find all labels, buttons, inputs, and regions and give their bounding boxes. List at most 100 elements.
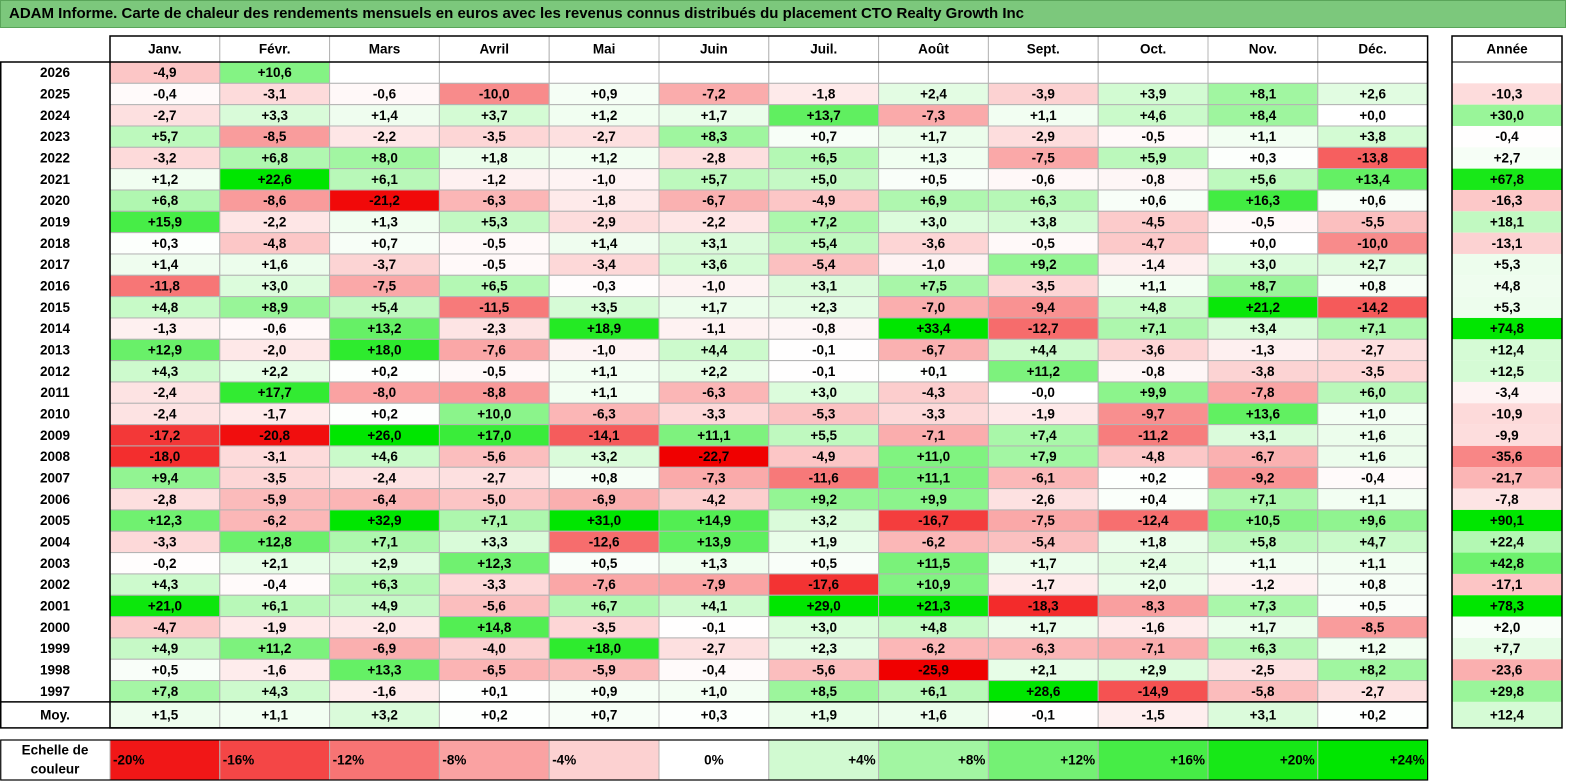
cell-value: +8,0: [371, 151, 398, 166]
cell-value: +9,4: [152, 470, 179, 485]
row-year-label: 2026: [40, 65, 71, 80]
cell-value: -6,1: [1032, 470, 1056, 485]
cell-value: +5,6: [1250, 172, 1277, 187]
cell-value: -3,7: [373, 257, 396, 272]
cell-value: -0,8: [1141, 364, 1165, 379]
cell-value: -8,6: [263, 193, 287, 208]
annual-cell: [1452, 573, 1562, 596]
cell-value: -2,4: [153, 407, 177, 422]
annual-value: +4,8: [1494, 279, 1521, 294]
cell-value: -3,1: [263, 87, 287, 102]
month-header-label: Juin: [700, 42, 728, 57]
annual-cell: [1452, 445, 1562, 468]
cell-value: +7,3: [1250, 598, 1277, 613]
cell-value: +7,1: [481, 513, 508, 528]
cell-value: +9,9: [920, 492, 947, 507]
cell-value: +3,1: [1250, 428, 1277, 443]
average-value: +0,7: [591, 707, 618, 722]
cell-value: -2,7: [1361, 684, 1384, 699]
month-header-label: Août: [918, 42, 949, 57]
cell-value: +11,0: [917, 449, 950, 464]
row-year-label: 2006: [40, 492, 71, 507]
average-cell: [878, 701, 989, 729]
cell-value: -8,5: [1361, 620, 1385, 635]
cell-value: -14,2: [1357, 300, 1388, 315]
cell-value: -7,2: [702, 87, 725, 102]
cell-value: -0,5: [483, 364, 507, 379]
cell-value: -6,3: [702, 385, 726, 400]
cell-value: -0,0: [1032, 385, 1055, 400]
cell-value: +3,0: [920, 215, 947, 230]
cell-value: -2,7: [702, 641, 725, 656]
scale-step-label: +20%: [1280, 753, 1315, 768]
cell-value: -1,1: [702, 321, 726, 336]
cell-value: -12,7: [1028, 321, 1059, 336]
scale-step-label: 0%: [704, 753, 724, 768]
annual-cell: [1452, 168, 1562, 190]
cell-value: +7,1: [1250, 492, 1277, 507]
scale-swatch: [1207, 739, 1319, 781]
cell-value: -3,5: [592, 620, 616, 635]
cell-value: -3,3: [483, 577, 507, 592]
month-header-cell: [548, 35, 660, 63]
cell-value: +13,2: [367, 321, 401, 336]
cell-value: -5,6: [483, 449, 507, 464]
annual-value: -23,6: [1492, 662, 1523, 677]
annual-cell: [1452, 253, 1562, 276]
cell-value: +0,2: [1140, 470, 1167, 485]
annual-value: +12,4: [1490, 343, 1525, 358]
cell-value: +5,4: [810, 236, 837, 251]
annual-value: +5,3: [1494, 300, 1521, 315]
cell-value: +4,8: [920, 620, 947, 635]
cell-value: +1,1: [591, 385, 618, 400]
cell-value: -11,8: [150, 279, 181, 294]
annual-cell: [1452, 680, 1562, 702]
heatmap-cell: [1097, 61, 1209, 84]
cell-value: -2,7: [153, 108, 176, 123]
cell-value: +3,9: [1140, 87, 1167, 102]
annual-cell: [1452, 616, 1562, 638]
cell-value: +0,1: [481, 684, 508, 699]
cell-value: -0,4: [263, 577, 287, 592]
cell-value: +0,7: [810, 129, 837, 144]
row-year-label: 2020: [40, 193, 70, 208]
cell-value: -3,5: [483, 129, 507, 144]
cell-value: +7,4: [1030, 428, 1057, 443]
annual-value: +42,8: [1490, 556, 1525, 571]
annual-cell: [1452, 403, 1562, 425]
annual-value: -13,1: [1492, 236, 1523, 251]
cell-value: -0,1: [812, 343, 836, 358]
cell-value: +18,9: [587, 321, 621, 336]
cell-value: -1,3: [1251, 343, 1275, 358]
cell-value: +13,4: [1356, 172, 1391, 187]
cell-value: +2,4: [1140, 556, 1167, 571]
scale-label-line2: couleur: [31, 762, 81, 777]
cell-value: +3,1: [810, 279, 837, 294]
month-header-cell: [1097, 35, 1209, 63]
cell-value: +21,0: [148, 598, 182, 613]
scale-step-label: -4%: [552, 753, 576, 768]
cell-value: -4,2: [702, 492, 725, 507]
cell-value: -1,0: [592, 172, 615, 187]
cell-value: -4,8: [263, 236, 287, 251]
row-year-label: 2004: [40, 534, 71, 549]
cell-value: +5,3: [481, 215, 508, 230]
cell-value: +1,9: [810, 534, 837, 549]
heatmap-cell: [987, 61, 1099, 84]
cell-value: +3,7: [481, 108, 508, 123]
cell-value: -5,6: [483, 598, 507, 613]
cell-value: -7,3: [702, 470, 726, 485]
annual-value: -35,6: [1492, 449, 1523, 464]
annual-cell: [1452, 595, 1562, 617]
month-header-label: Mai: [593, 42, 616, 57]
scale-step-label: +8%: [958, 753, 985, 768]
annual-cell: [1452, 531, 1562, 553]
average-value: +1,1: [261, 707, 288, 722]
cell-value: +10,6: [258, 65, 293, 80]
month-header-cell: [878, 35, 989, 63]
cell-value: +5,9: [1140, 151, 1167, 166]
cell-value: -6,7: [922, 343, 945, 358]
cell-value: -7,8: [1251, 385, 1275, 400]
cell-value: -18,3: [1028, 598, 1059, 613]
annual-cell: [1452, 339, 1562, 361]
